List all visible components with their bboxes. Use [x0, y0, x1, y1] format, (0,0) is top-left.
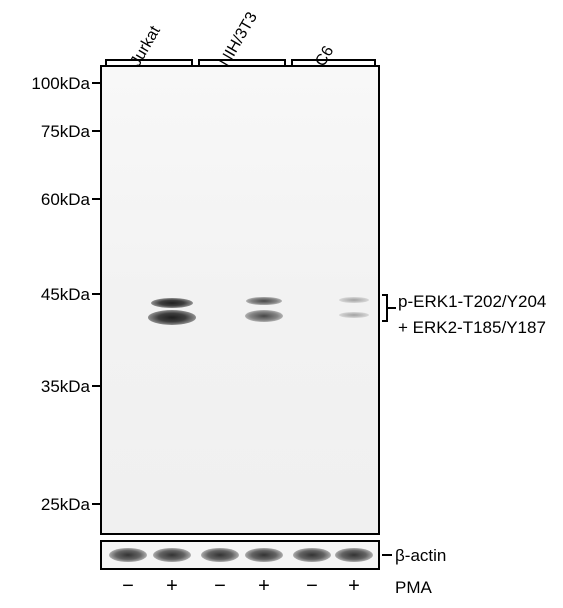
marker-35: 35kDa [20, 377, 90, 397]
marker-75: 75kDa [20, 122, 90, 142]
actin-band-2 [201, 548, 239, 562]
marker-100: 100kDa [20, 74, 90, 94]
marker-75-text: 75kDa [41, 122, 90, 141]
actin-band-5 [335, 548, 373, 562]
actin-band-1 [153, 548, 191, 562]
marker-35-text: 35kDa [41, 377, 90, 396]
band-nih3t3-upper [246, 297, 282, 305]
marker-25: 25kDa [20, 495, 90, 515]
marker-60-tick [92, 198, 100, 200]
band-c6-lower [339, 312, 369, 318]
marker-60-text: 60kDa [41, 190, 90, 209]
target-label-line2: + ERK2-T185/Y187 [398, 318, 546, 338]
treatment-0: − [118, 575, 138, 598]
actin-band-0 [109, 548, 147, 562]
target-tick [388, 307, 396, 309]
treatment-5: + [344, 575, 364, 598]
band-jurkat-lower [148, 310, 196, 325]
marker-25-text: 25kDa [41, 495, 90, 514]
main-blot [100, 65, 380, 535]
treatment-2: − [210, 575, 230, 598]
actin-band-4 [293, 548, 331, 562]
band-jurkat-upper [151, 298, 193, 308]
treatment-4: − [302, 575, 322, 598]
actin-band-3 [245, 548, 283, 562]
pma-label: PMA [395, 578, 432, 598]
blot-background [102, 67, 378, 533]
band-nih3t3-lower [245, 310, 283, 322]
band-c6-upper [339, 297, 369, 303]
marker-25-tick [92, 503, 100, 505]
actin-tick [382, 554, 392, 556]
target-label-line1: p-ERK1-T202/Y204 [398, 292, 546, 312]
marker-35-tick [92, 385, 100, 387]
marker-45-text: 45kDa [41, 285, 90, 304]
marker-60: 60kDa [20, 190, 90, 210]
marker-100-tick [92, 82, 100, 84]
treatment-3: + [254, 575, 274, 598]
marker-45-tick [92, 293, 100, 295]
actin-label: β-actin [395, 546, 446, 566]
marker-75-tick [92, 130, 100, 132]
marker-100-text: 100kDa [31, 74, 90, 93]
marker-45: 45kDa [20, 285, 90, 305]
treatment-1: + [162, 575, 182, 598]
